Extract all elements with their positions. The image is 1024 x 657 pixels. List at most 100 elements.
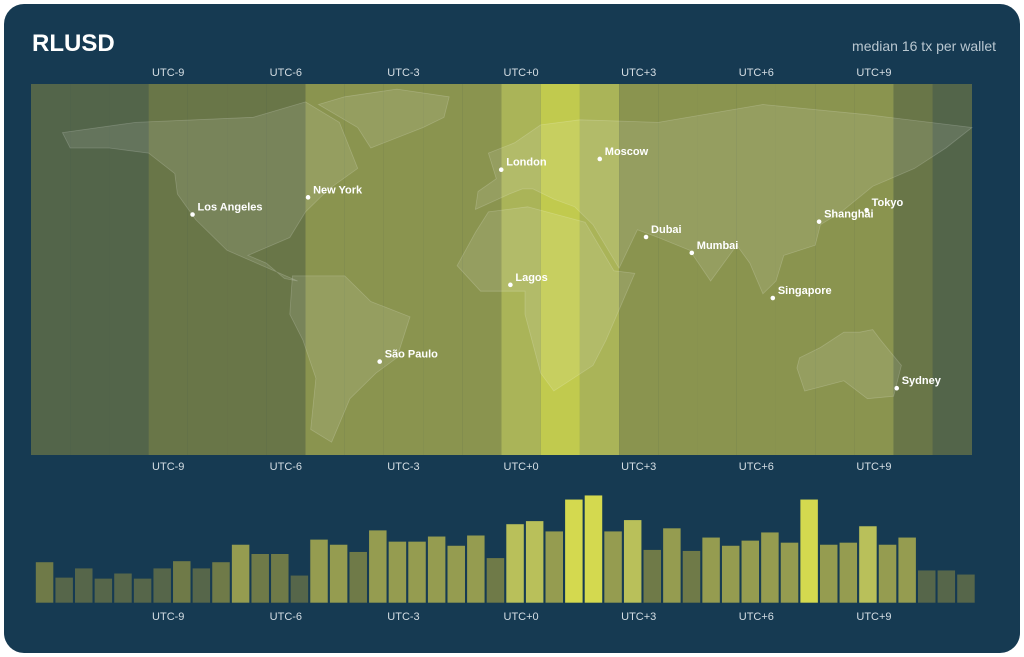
bar <box>956 573 976 604</box>
bar <box>250 553 270 604</box>
timezone-column <box>227 84 267 455</box>
map-top-axis-label: UTC-6 <box>270 67 302 79</box>
timezone-column <box>501 84 541 455</box>
map-bottom-axis-label: UTC-6 <box>270 461 302 473</box>
timezone-column <box>854 84 894 455</box>
city-label: Lagos <box>515 272 547 284</box>
bar <box>838 542 858 604</box>
city-dot <box>689 250 695 256</box>
timezone-column <box>344 84 384 455</box>
city-label: Sydney <box>902 375 942 387</box>
bar <box>152 567 172 604</box>
city-label: London <box>506 157 547 169</box>
timezone-column <box>148 84 188 455</box>
bar-axis-tick-label: UTC-3 <box>387 611 419 623</box>
timezone-column <box>540 84 580 455</box>
bar <box>231 544 250 604</box>
timezone-column <box>697 84 737 455</box>
city-dot <box>864 207 869 213</box>
timezone-column <box>775 84 816 455</box>
bar <box>780 542 799 604</box>
timezone-column <box>579 84 620 455</box>
timezone-column <box>266 84 306 455</box>
timezone-column <box>423 84 463 455</box>
timezone-column <box>187 84 228 455</box>
bar <box>309 539 329 604</box>
timezone-column <box>70 84 110 455</box>
bar <box>740 540 760 604</box>
city-dot <box>894 385 900 391</box>
city-dot <box>597 156 603 162</box>
bar <box>858 525 878 604</box>
bar <box>603 530 623 604</box>
timezone-column <box>893 84 933 455</box>
africa-shape <box>456 206 636 392</box>
bar <box>172 560 192 604</box>
city-dot <box>816 219 822 224</box>
bar <box>544 530 564 604</box>
bar <box>211 561 231 604</box>
bar <box>446 545 466 604</box>
bar <box>564 498 584 604</box>
bar <box>270 553 290 604</box>
bar <box>427 535 446 604</box>
bar <box>94 578 113 604</box>
bar <box>525 520 545 604</box>
city-dot <box>508 282 513 288</box>
bar <box>917 569 937 604</box>
bar <box>486 557 505 604</box>
bar <box>192 567 211 604</box>
bar <box>799 498 819 604</box>
bar-axis-tick-label: UTC-9 <box>152 611 184 623</box>
north-america-shape <box>61 101 359 282</box>
bar <box>290 574 309 604</box>
bar <box>878 544 897 604</box>
timezone-column <box>109 84 149 455</box>
bar-axis-tick-label: UTC+9 <box>856 611 891 623</box>
bar <box>505 523 525 604</box>
map-bottom-axis-label: UTC+6 <box>739 461 774 473</box>
timezone-column <box>31 84 71 455</box>
eurasia-shape <box>474 104 974 295</box>
bar-axis-tick-label: UTC+3 <box>621 611 656 623</box>
timezone-column <box>305 84 345 455</box>
timezone-column <box>462 84 502 455</box>
chart-title: RLUSD <box>32 30 115 57</box>
timezone-column <box>736 84 776 455</box>
city-label: Mumbai <box>697 240 739 252</box>
bar <box>701 536 721 604</box>
city-dot <box>377 359 382 364</box>
timezone-column <box>815 84 855 455</box>
city-label: Singapore <box>778 285 832 297</box>
bar <box>368 529 388 604</box>
map-bottom-axis-label: UTC-9 <box>152 461 184 473</box>
map-top-axis-label: UTC+0 <box>504 67 539 79</box>
city-dot <box>305 195 311 200</box>
map-bottom-axis-label: UTC+3 <box>621 461 656 473</box>
bar <box>819 544 839 604</box>
city-label: Los Angeles <box>198 201 263 213</box>
south-america-shape <box>289 275 411 443</box>
map-top-axis-label: UTC-3 <box>387 67 419 79</box>
city-label: Shanghai <box>824 209 874 221</box>
bar <box>936 569 956 604</box>
bar <box>54 577 74 604</box>
bar <box>74 567 94 604</box>
bar <box>662 527 682 604</box>
bar <box>407 541 427 604</box>
bar <box>348 551 368 604</box>
bar <box>642 549 662 604</box>
map-top-axis-label: UTC-9 <box>152 67 184 79</box>
timezone-column <box>658 84 698 455</box>
city-label: São Paulo <box>385 349 438 361</box>
bar-axis-tick-label: UTC-6 <box>270 611 302 623</box>
bar <box>760 531 780 604</box>
bar <box>623 519 643 604</box>
bar <box>897 536 917 604</box>
bar <box>721 545 741 604</box>
city-dot <box>643 234 649 240</box>
bar <box>133 578 152 604</box>
map-top-axis-label: UTC+6 <box>739 67 774 79</box>
bar-axis-tick-label: UTC+6 <box>739 611 774 623</box>
